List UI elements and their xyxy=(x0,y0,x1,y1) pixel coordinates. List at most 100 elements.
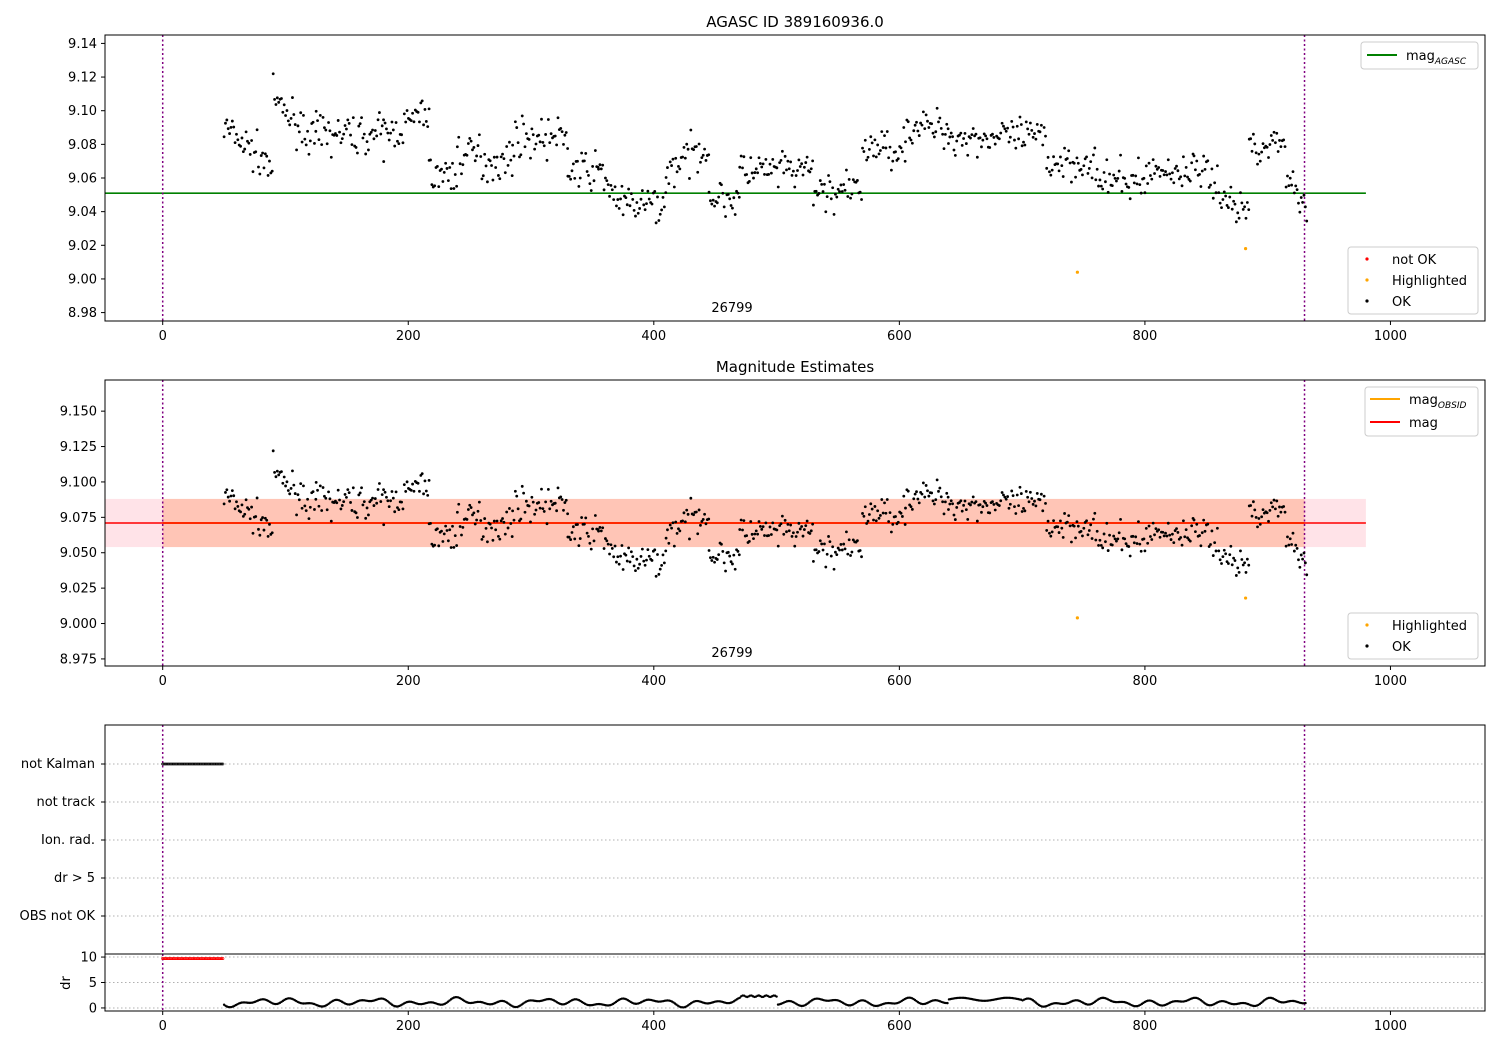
agasc-ok-point-62 xyxy=(307,152,311,156)
mag-ok-point-591 xyxy=(1020,510,1024,513)
agasc-ok-point-187 xyxy=(475,154,479,158)
agasc-ok-point-522 xyxy=(927,126,931,129)
mag-ok-point-530 xyxy=(938,486,942,490)
agasc-ok-point-554 xyxy=(970,133,974,137)
y-tick-label-2: 9.025 xyxy=(60,582,97,597)
agasc-ok-point-326 xyxy=(662,205,666,209)
mag-ok-point-481 xyxy=(872,518,875,522)
mag-ok-point-546 xyxy=(959,499,963,503)
agasc-ok-point-675 xyxy=(1135,182,1139,186)
agasc-ok-point-604 xyxy=(1038,130,1042,134)
mag-ok-point-517 xyxy=(920,492,924,496)
agasc-ok-point-753 xyxy=(1241,208,1245,211)
mag-ok-point-388 xyxy=(745,534,749,538)
agasc-ok-point-766 xyxy=(1258,159,1262,163)
agasc-ok-point-30 xyxy=(263,152,267,156)
mag-ok-point-676 xyxy=(1137,520,1140,524)
agasc-ok-point-184 xyxy=(471,148,474,152)
agasc-ok-point-213 xyxy=(510,174,514,178)
agasc-ok-point-745 xyxy=(1230,207,1234,211)
dr-point-350 xyxy=(738,996,741,999)
agasc-ok-point-74 xyxy=(323,126,326,130)
mag-ok-point-564 xyxy=(984,501,987,505)
agasc-ok-point-315 xyxy=(647,197,651,201)
agasc-ok-point-143 xyxy=(416,110,420,114)
mag-ok-point-594 xyxy=(1024,489,1028,493)
agasc-legend-ok-marker xyxy=(1365,299,1369,303)
agasc-highlighted-point-1 xyxy=(1243,247,1248,251)
mag-ok-point-311 xyxy=(642,559,646,563)
agasc-ok-point-733 xyxy=(1214,191,1218,195)
mag-ok-point-416 xyxy=(783,518,787,522)
agasc-legend-highlighted-label: Highlighted xyxy=(1392,274,1467,289)
agasc-ok-point-53 xyxy=(295,148,298,152)
mag-ok-point-284 xyxy=(605,539,609,543)
agasc-ok-point-203 xyxy=(497,174,500,177)
mag-ok-point-697 xyxy=(1165,534,1169,538)
mag-ok-point-352 xyxy=(697,508,701,512)
mag-ok-point-173 xyxy=(455,510,459,514)
mag-ok-point-752 xyxy=(1240,558,1244,561)
mag-ok-point-576 xyxy=(1000,491,1004,494)
agasc-ok-point-308 xyxy=(638,207,642,210)
agasc-ok-point-76 xyxy=(325,142,329,146)
mag-ok-point-401 xyxy=(763,534,766,537)
agasc-ok-point-56 xyxy=(299,111,303,115)
agasc-ok-point-294 xyxy=(619,197,622,201)
mag-ok-point-640 xyxy=(1087,529,1091,532)
mag-ok-point-183 xyxy=(469,506,473,509)
agasc-ok-point-480 xyxy=(870,141,874,145)
agasc-ok-point-565 xyxy=(985,137,989,141)
mag-ok-point-1 xyxy=(224,491,227,494)
mag-ok-point-128 xyxy=(396,506,399,510)
agasc-ok-point-588 xyxy=(1017,137,1020,141)
mag-point-legend-box xyxy=(1347,612,1479,660)
mag-ok-point-361 xyxy=(709,556,712,560)
mag-ok-point-638 xyxy=(1085,519,1088,523)
mag-ok-point-112 xyxy=(375,501,379,505)
agasc-ok-point-226 xyxy=(527,137,531,141)
agasc-ok-point-84 xyxy=(336,119,340,122)
mag-ok-point-781 xyxy=(1279,510,1283,514)
mag-ok-point-215 xyxy=(512,518,516,522)
agasc-ok-point-549 xyxy=(963,131,967,135)
mag-ok-point-759 xyxy=(1249,504,1253,507)
mag-ok-point-420 xyxy=(789,523,793,527)
agasc-ok-point-489 xyxy=(883,134,886,138)
agasc-ok-point-673 xyxy=(1132,181,1136,185)
agasc-ok-point-514 xyxy=(916,129,920,133)
agasc-ok-point-591 xyxy=(1020,144,1024,148)
agasc-ok-point-123 xyxy=(389,131,392,135)
mag-ok-point-715 xyxy=(1190,524,1194,528)
agasc-ok-point-651 xyxy=(1102,171,1106,174)
mag-ok-point-650 xyxy=(1101,546,1105,550)
mag-ok-point-231 xyxy=(534,508,538,512)
agasc-ok-point-224 xyxy=(524,132,528,136)
mag-ok-point-191 xyxy=(480,537,484,541)
agasc-ok-point-701 xyxy=(1171,171,1174,175)
mag-ok-point-56 xyxy=(299,482,303,486)
mag-ok-point-379 xyxy=(733,567,737,571)
agasc-ok-point-423 xyxy=(793,185,797,189)
mag-ok-point-52 xyxy=(293,492,297,495)
mag-ok-point-456 xyxy=(838,548,841,552)
mag-ok-point-767 xyxy=(1260,515,1264,519)
agasc-ok-point-666 xyxy=(1123,176,1127,180)
mag-ok-point-419 xyxy=(787,529,791,533)
agasc-ok-point-124 xyxy=(390,120,394,124)
mag-ok-point-88 xyxy=(342,500,346,504)
mag-ok-point-797 xyxy=(1301,557,1305,561)
mag-ok-point-625 xyxy=(1067,514,1071,518)
agasc-ok-point-418 xyxy=(786,159,790,163)
mag-ok-point-586 xyxy=(1014,512,1018,515)
agasc-ok-point-346 xyxy=(689,128,693,132)
mag-panel-title: Magnitude Estimates xyxy=(716,358,874,376)
mag-ok-point-328 xyxy=(664,536,668,540)
mag-ok-point-332 xyxy=(670,526,673,530)
agasc-ok-point-762 xyxy=(1253,142,1257,146)
mag-ok-point-774 xyxy=(1269,501,1273,505)
mag-ok-point-299 xyxy=(625,559,629,563)
mag-ok-point-648 xyxy=(1098,538,1102,542)
mag-panel: Magnitude Estimates 26799 0 200 400 600 800 1… xyxy=(60,358,1486,689)
agasc-ok-point-771 xyxy=(1265,145,1269,149)
